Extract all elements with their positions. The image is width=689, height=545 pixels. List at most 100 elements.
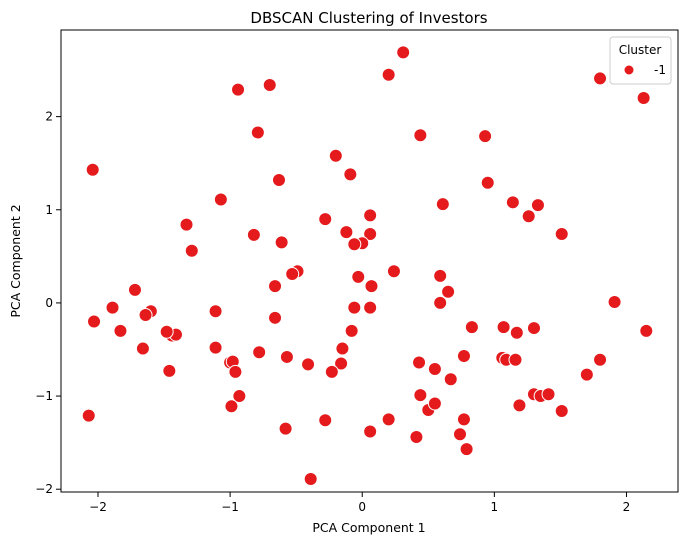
data-point xyxy=(268,310,283,325)
data-point xyxy=(328,148,343,163)
data-point xyxy=(159,324,174,339)
data-point xyxy=(262,77,277,92)
data-point xyxy=(396,45,411,60)
data-point xyxy=(318,413,333,428)
data-point xyxy=(639,323,654,338)
data-point xyxy=(435,197,450,212)
data-point xyxy=(85,162,100,177)
data-point xyxy=(208,304,223,319)
data-point xyxy=(456,349,471,364)
data-point xyxy=(443,372,458,387)
data-point xyxy=(335,341,350,356)
data-point xyxy=(278,421,293,436)
data-point xyxy=(607,294,622,309)
data-point xyxy=(113,323,128,338)
data-point xyxy=(347,237,362,252)
data-point xyxy=(285,267,300,282)
data-point xyxy=(409,430,424,445)
data-point xyxy=(636,90,651,105)
data-point xyxy=(351,269,366,284)
data-point xyxy=(318,212,333,227)
data-point xyxy=(456,412,471,427)
data-point xyxy=(412,355,427,370)
data-points xyxy=(81,45,654,486)
data-point xyxy=(526,321,541,336)
y-tick-label: −1 xyxy=(35,389,53,403)
data-point xyxy=(127,282,142,297)
data-point xyxy=(343,167,358,182)
legend-marker xyxy=(623,64,635,76)
data-point xyxy=(508,352,523,367)
data-point xyxy=(105,300,120,315)
data-point xyxy=(453,427,468,442)
data-point xyxy=(339,225,354,240)
data-point xyxy=(232,389,247,404)
chart-title: DBSCAN Clustering of Investors xyxy=(250,9,487,27)
x-axis-label: PCA Component 1 xyxy=(312,520,425,535)
data-point xyxy=(271,172,286,187)
data-point xyxy=(334,356,349,371)
data-point xyxy=(184,243,199,258)
data-point xyxy=(347,300,362,315)
data-point xyxy=(521,209,536,224)
x-tick-label: 1 xyxy=(491,500,499,514)
data-point xyxy=(344,323,359,338)
axis-ticks: −2 −1 0 1 2 −2 −1 0 1 2 xyxy=(35,110,630,514)
y-tick-label: −2 xyxy=(35,482,53,496)
data-point xyxy=(179,217,194,232)
x-tick-label: 2 xyxy=(623,500,631,514)
data-point xyxy=(250,125,265,140)
data-point xyxy=(162,363,177,378)
data-point xyxy=(279,349,294,364)
data-point xyxy=(427,396,442,411)
plot-frame xyxy=(60,29,679,493)
data-point xyxy=(509,325,524,340)
data-point xyxy=(324,364,339,379)
x-tick-label: 0 xyxy=(358,500,366,514)
data-point xyxy=(512,398,527,413)
data-point xyxy=(427,362,442,377)
data-point xyxy=(228,364,243,379)
data-point xyxy=(268,279,283,294)
data-point xyxy=(496,320,511,335)
data-point xyxy=(593,71,608,86)
data-point xyxy=(224,399,239,414)
data-point xyxy=(464,320,479,335)
data-point xyxy=(381,412,396,427)
data-point xyxy=(231,82,246,97)
data-point xyxy=(135,341,150,356)
data-point xyxy=(505,195,520,210)
data-point xyxy=(363,300,378,315)
data-point xyxy=(208,340,223,355)
data-point xyxy=(81,408,96,423)
data-point xyxy=(386,264,401,279)
data-point xyxy=(579,367,594,382)
y-axis-label: PCA Component 2 xyxy=(8,204,23,317)
data-point xyxy=(480,175,495,190)
data-point xyxy=(459,442,474,457)
data-point xyxy=(87,314,102,329)
data-point xyxy=(213,192,228,207)
data-point xyxy=(433,268,448,283)
data-point xyxy=(252,345,267,360)
data-point xyxy=(138,308,153,323)
legend: Cluster -1 xyxy=(609,36,672,85)
x-tick-label: −2 xyxy=(89,500,107,514)
data-point xyxy=(301,357,316,372)
data-point xyxy=(363,226,378,241)
y-tick-label: 0 xyxy=(45,296,53,310)
data-point xyxy=(363,424,378,439)
data-point xyxy=(593,352,608,367)
x-tick-label: −1 xyxy=(221,500,239,514)
data-point xyxy=(413,128,428,143)
data-point xyxy=(554,403,569,418)
data-point xyxy=(413,388,428,403)
legend-entry-label: -1 xyxy=(654,63,666,77)
data-point xyxy=(441,284,456,299)
data-point xyxy=(541,387,556,402)
data-point xyxy=(363,208,378,223)
data-point xyxy=(554,226,569,241)
data-point xyxy=(381,67,396,82)
data-point xyxy=(274,235,289,250)
data-point xyxy=(364,279,379,294)
